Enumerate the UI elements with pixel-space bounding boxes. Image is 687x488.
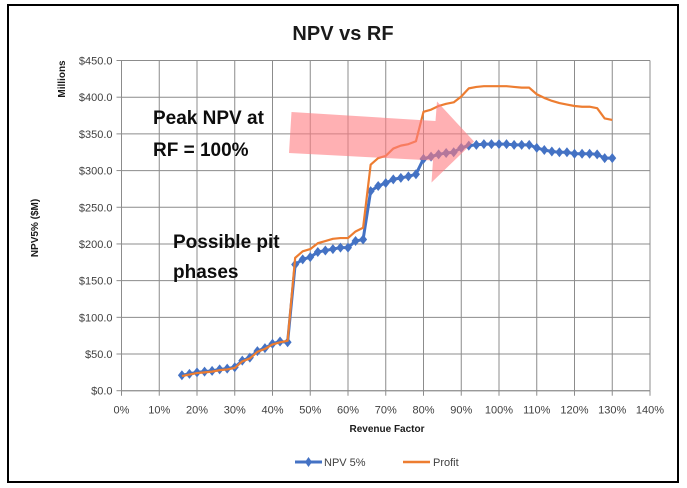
x-tick-label: 20% bbox=[186, 405, 208, 417]
npv-data-point bbox=[510, 139, 519, 150]
npv-data-point bbox=[336, 242, 345, 253]
y-tick-label: $200.0 bbox=[79, 239, 113, 251]
npv-data-point bbox=[389, 174, 398, 185]
y-tick-label: $300.0 bbox=[79, 166, 113, 178]
x-tick-label: 120% bbox=[560, 405, 588, 417]
y-tick-label: $150.0 bbox=[79, 276, 113, 288]
npv-data-point bbox=[344, 242, 352, 253]
npv-data-point bbox=[578, 148, 587, 159]
npv-data-point bbox=[600, 153, 609, 164]
npv-data-point bbox=[396, 172, 405, 183]
npv-data-point bbox=[525, 139, 534, 150]
y-tick-labels: $0.0 $50.0 $100.0 $150.0 $200.0 $250.0 $300.0 $… bbox=[79, 56, 113, 398]
annotation-pit-phases: phases bbox=[173, 262, 238, 283]
y-tick-label: $450.0 bbox=[79, 56, 113, 68]
legend-label-npv: NPV 5% bbox=[324, 457, 366, 469]
legend-label-profit: Profit bbox=[433, 457, 459, 469]
y-tick-label: $400.0 bbox=[79, 92, 113, 104]
y-axis-title: NPV5% ($M) bbox=[30, 199, 41, 257]
x-tick-label: 130% bbox=[598, 405, 626, 417]
annotation-layer: Peak NPV at RF = 100% Possible pit phases bbox=[153, 108, 280, 283]
npv-data-point bbox=[381, 178, 390, 189]
npv-data-point bbox=[298, 254, 307, 265]
x-tick-label: 30% bbox=[224, 405, 246, 417]
y-tick-label: $100.0 bbox=[79, 312, 113, 324]
y-tick-label: $350.0 bbox=[79, 129, 113, 141]
npv-data-point bbox=[283, 337, 292, 348]
npv-data-point bbox=[411, 169, 420, 180]
npv-data-point bbox=[487, 139, 496, 150]
x-tick-label: 50% bbox=[299, 405, 321, 417]
x-tick-label: 140% bbox=[636, 405, 664, 417]
npv-data-point bbox=[608, 153, 617, 164]
npv-data-point bbox=[502, 139, 511, 150]
y-tick-label: $0.0 bbox=[91, 386, 112, 398]
npv-data-point bbox=[540, 145, 549, 156]
x-tick-label: 40% bbox=[261, 405, 283, 417]
npv-data-point bbox=[562, 147, 571, 158]
npv-data-point bbox=[517, 139, 526, 150]
block-arrow-right-icon bbox=[289, 101, 474, 183]
x-tick-label: 0% bbox=[114, 405, 130, 417]
chart-title: NPV vs RF bbox=[292, 23, 393, 45]
npv-data-point bbox=[321, 245, 330, 256]
annotation-pit-phases: Possible pit bbox=[173, 232, 280, 253]
x-tick-label: 90% bbox=[450, 405, 472, 417]
y-tick-label: $250.0 bbox=[79, 202, 113, 214]
y-tick-label: $50.0 bbox=[85, 349, 113, 361]
npv-data-point bbox=[359, 234, 368, 245]
npv-data-point bbox=[585, 148, 594, 159]
npv-data-point bbox=[479, 139, 488, 150]
legend: NPV 5% Profit bbox=[295, 457, 459, 469]
x-tick-label: 70% bbox=[375, 405, 397, 417]
x-tick-label: 80% bbox=[412, 405, 434, 417]
y-axis-units-label: Millions bbox=[57, 60, 68, 98]
npv-data-point bbox=[404, 171, 413, 182]
npv-data-point bbox=[495, 139, 503, 150]
npv-data-point bbox=[306, 252, 315, 263]
x-tick-label: 60% bbox=[337, 405, 359, 417]
x-tick-label: 10% bbox=[148, 405, 170, 417]
x-tick-labels: 0% 10% 20% 30% 40% 50% 60% 70% 80% 90% 100% 110% 120… bbox=[114, 405, 665, 417]
series-line-npv-5pct bbox=[181, 142, 613, 377]
npv-data-point bbox=[593, 149, 602, 160]
x-tick-label: 100% bbox=[485, 405, 513, 417]
annotation-peak-npv: Peak NPV at bbox=[153, 108, 265, 129]
npv-data-point bbox=[472, 139, 481, 150]
x-tick-label: 110% bbox=[523, 405, 551, 417]
npv-data-point bbox=[351, 236, 360, 247]
axes bbox=[116, 60, 651, 396]
annotation-peak-npv: RF = 100% bbox=[153, 140, 249, 161]
npv-data-point bbox=[570, 148, 579, 159]
annotation-arrow-layer bbox=[289, 101, 474, 183]
npv-data-point bbox=[374, 180, 383, 191]
npv-data-point bbox=[313, 247, 322, 258]
npv-data-point bbox=[532, 142, 541, 153]
npv-data-point bbox=[547, 146, 556, 157]
x-axis-title: Revenue Factor bbox=[349, 424, 424, 435]
legend-diamond-marker-icon bbox=[305, 457, 312, 467]
npv-data-point bbox=[328, 244, 337, 255]
npv-data-point bbox=[555, 147, 564, 158]
